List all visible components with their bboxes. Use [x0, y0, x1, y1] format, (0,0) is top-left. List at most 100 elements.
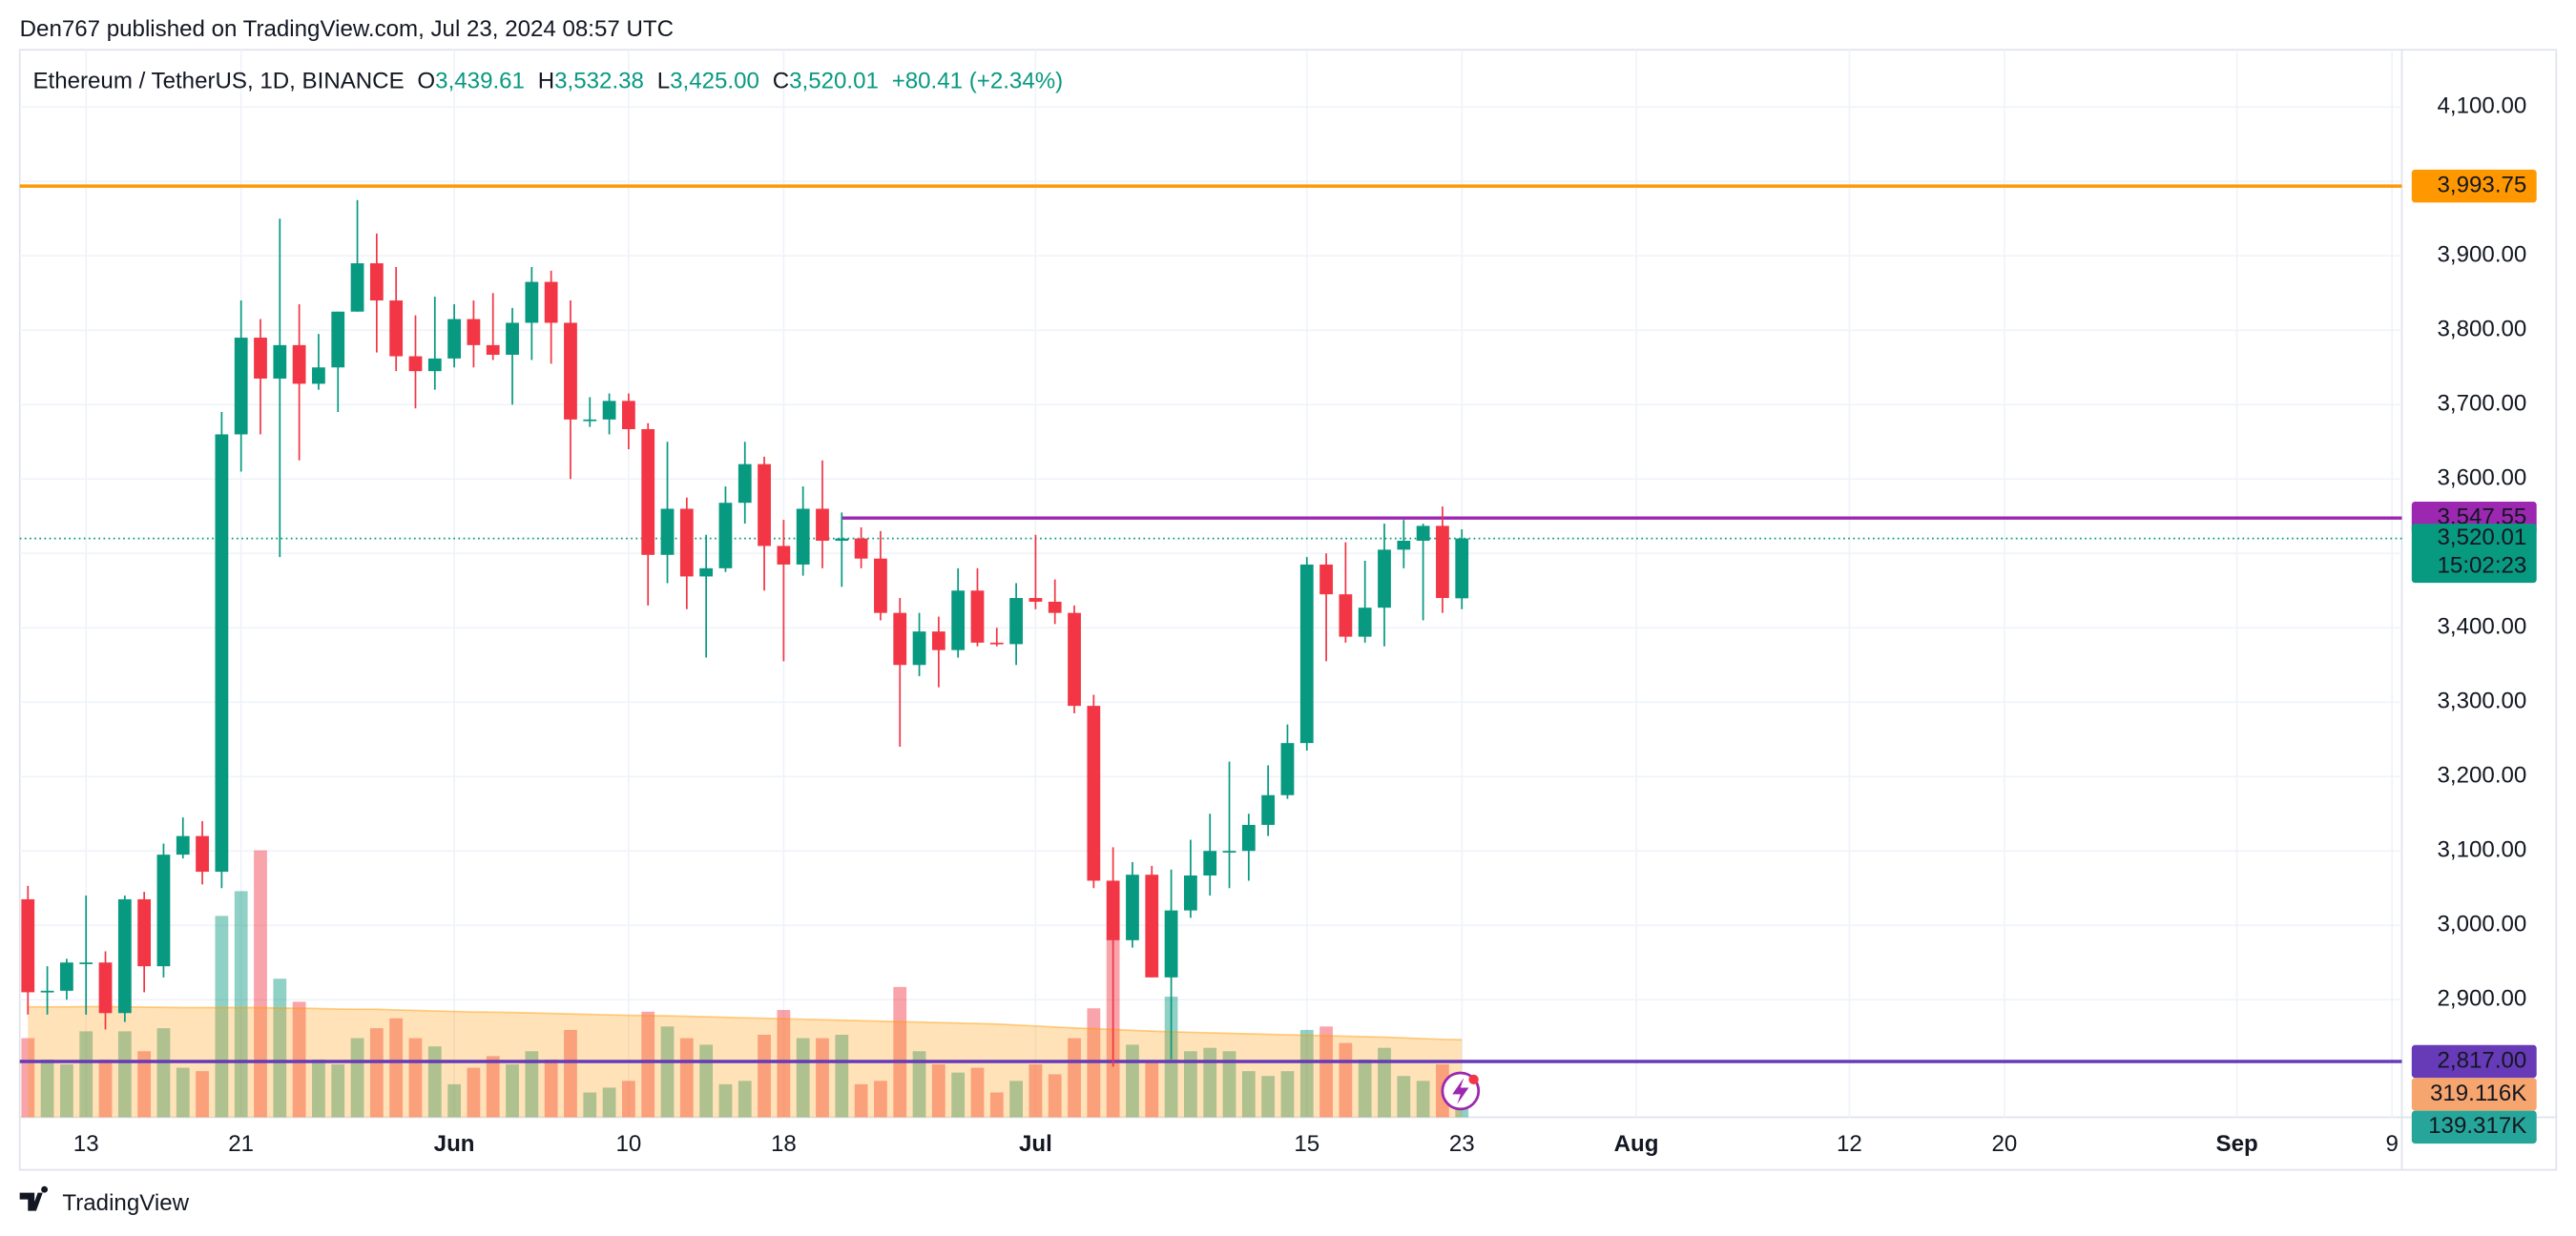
volume-bar — [525, 1051, 539, 1118]
candle-body — [196, 835, 209, 873]
volume-bar — [1319, 1026, 1333, 1118]
ohlc-legend: Ethereum / TetherUS, 1D, BINANCE O3,439.6… — [32, 69, 1063, 94]
volume-ma-line — [28, 1005, 1463, 1041]
candle-body — [1416, 525, 1430, 541]
volume-bar — [641, 1011, 655, 1118]
candle-body — [1009, 598, 1023, 645]
volume-bar — [874, 1081, 887, 1118]
candle-body — [60, 962, 73, 991]
candle-body — [156, 855, 171, 967]
candle-body — [525, 281, 539, 323]
candle-body — [79, 962, 93, 964]
volume-bar — [1068, 1038, 1081, 1118]
last-price-box — [2411, 524, 2537, 584]
candle-body — [1280, 743, 1295, 795]
legend-key: H — [538, 69, 554, 94]
candle-body — [234, 338, 248, 435]
volume-ma-label-box — [2411, 1078, 2537, 1111]
volume-bar — [447, 1083, 461, 1118]
level-label-box — [2411, 1044, 2537, 1079]
y-tick-label: 4,100.00 — [2438, 93, 2527, 119]
candle-body — [758, 464, 771, 546]
brand: TradingView — [19, 1185, 190, 1216]
axes: 2,900.00 3,000.00 3,100.00 3,200.00 3,300.00… — [73, 93, 2537, 1157]
legend-key: O — [417, 69, 435, 94]
alert-icon[interactable] — [1441, 1071, 1481, 1111]
volume-label-box — [2411, 1110, 2537, 1144]
volume-bar — [1184, 1051, 1197, 1118]
candle-body — [427, 358, 442, 372]
volume-bar — [389, 1018, 404, 1118]
volume-bar — [718, 1083, 733, 1118]
y-tick-label: 2,900.00 — [2438, 986, 2527, 1012]
candle-body — [117, 898, 132, 1014]
published-line: Den767 published on TradingView.com, Jul… — [20, 16, 674, 42]
candle-body — [564, 322, 577, 420]
volume-bar — [737, 1081, 752, 1118]
candle-body — [602, 401, 616, 420]
candle-body — [21, 898, 35, 993]
volume-bar — [1048, 1074, 1062, 1118]
x-tick-label: 18 — [771, 1131, 797, 1157]
volume-bar — [660, 1026, 675, 1118]
y-tick-label: 3,800.00 — [2438, 317, 2527, 342]
candle-body — [1299, 564, 1314, 744]
volume-bar — [1028, 1064, 1043, 1118]
candle-body — [215, 434, 229, 873]
candle-body — [970, 590, 985, 643]
candle-body — [331, 311, 345, 368]
candle-body — [660, 508, 675, 555]
x-tick-label: Aug — [1614, 1131, 1659, 1157]
candle-body — [1358, 608, 1372, 637]
candle-body — [1339, 594, 1353, 637]
volume-bar — [1241, 1071, 1256, 1118]
candle-body — [1241, 824, 1256, 852]
candle-body — [1222, 851, 1236, 853]
candle-body — [1145, 875, 1159, 978]
volume-bar — [1358, 1059, 1372, 1118]
volume-label: 139.317K — [2428, 1113, 2526, 1139]
candle-body — [874, 558, 887, 613]
candle-body — [1203, 851, 1217, 876]
volume-bar — [1280, 1071, 1295, 1118]
volume-bar — [544, 1059, 558, 1118]
y-tick-label: 3,600.00 — [2438, 465, 2527, 491]
candle-body — [1028, 598, 1043, 602]
volume-bar — [486, 1056, 500, 1118]
candle-body — [1068, 612, 1081, 707]
x-tick-label: 23 — [1449, 1131, 1475, 1157]
candle-body — [622, 401, 635, 429]
volume-bar — [1222, 1051, 1236, 1118]
grid — [19, 50, 2402, 1118]
legend-value: 3,520.01 — [789, 69, 879, 94]
volume-bar — [1261, 1076, 1276, 1118]
candle-body — [777, 546, 791, 565]
alert-dot[interactable] — [1468, 1074, 1479, 1085]
volume-bar — [1299, 1029, 1314, 1118]
candle-body — [254, 338, 267, 379]
candle-body — [1164, 910, 1178, 978]
y-tick-label: 3,100.00 — [2438, 837, 2527, 863]
candle-body — [718, 503, 733, 568]
candle-body — [951, 590, 966, 650]
candle-body — [176, 835, 190, 855]
legend-value: 3,425.00 — [670, 69, 759, 94]
candle-body — [312, 367, 325, 384]
volume-bar — [989, 1092, 1004, 1118]
y-tick-label: 3,400.00 — [2438, 614, 2527, 640]
x-tick-label: 12 — [1837, 1131, 1862, 1157]
volume-bar — [331, 1064, 345, 1118]
y-tick-label: 3,900.00 — [2438, 242, 2527, 268]
candle-body — [1378, 549, 1391, 608]
alert-bolt[interactable] — [1452, 1078, 1469, 1104]
legend-key: L — [657, 69, 670, 94]
candle-body — [1319, 564, 1333, 595]
volume-bar — [835, 1034, 849, 1118]
legend-key: C — [773, 69, 789, 94]
volume-bar — [312, 1059, 325, 1118]
volume-bar — [156, 1028, 171, 1118]
last-price-label: 3,520.01 — [2438, 525, 2527, 550]
